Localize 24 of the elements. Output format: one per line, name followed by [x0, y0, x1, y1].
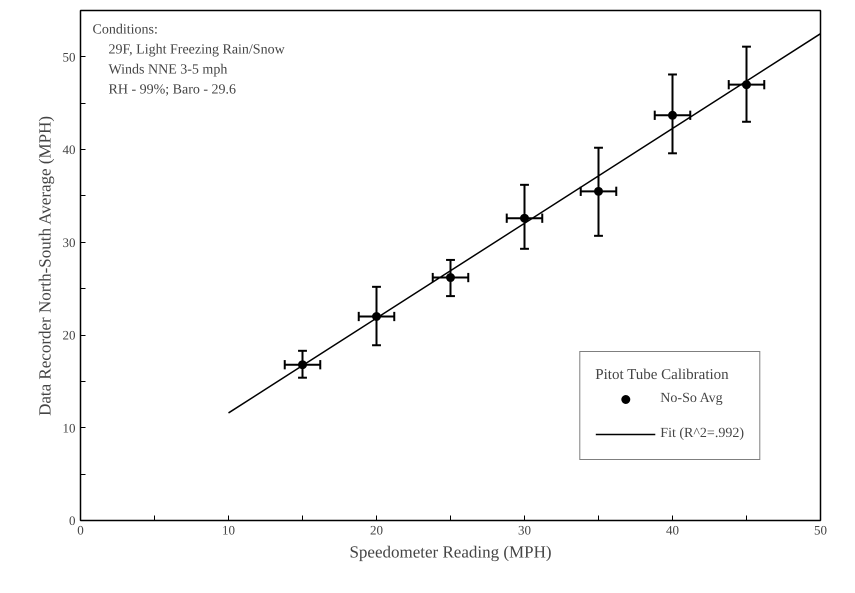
point: [446, 273, 455, 282]
legend-label: Fit (R^2=.992): [660, 426, 744, 442]
y-tick-label: 10: [62, 420, 76, 436]
x-tick-label: 10: [222, 522, 235, 538]
y-tick-label: 50: [62, 49, 76, 64]
x-tick-label: 40: [666, 522, 679, 538]
y-tick-label: 0: [69, 513, 76, 528]
y-tick-label: 30: [62, 234, 76, 250]
annotation: 29F, Light Freezing Rain/Snow: [108, 42, 286, 58]
point: [520, 214, 529, 223]
annotation: RH - 99%; Baro - 29.6: [108, 82, 236, 98]
x-axis-title: Speedometer Reading (MPH): [349, 542, 552, 562]
annotation: Conditions:: [92, 22, 158, 38]
x-tick-label: 20: [370, 522, 383, 538]
y-axis-title: Data Recorder North-South Average (MPH): [36, 116, 54, 416]
y-tick-label: 20: [62, 328, 76, 343]
point: [594, 186, 603, 196]
y-tick-label: 40: [62, 142, 76, 158]
legend-label: No-So Avg: [660, 391, 723, 407]
annotation: Winds NNE 3-5 mph: [108, 62, 228, 78]
legend-title: Pitot Tube Calibration: [595, 367, 730, 384]
x-tick-label: 30: [518, 522, 531, 538]
x-tick-label: 50: [814, 522, 827, 538]
point: [668, 110, 677, 120]
